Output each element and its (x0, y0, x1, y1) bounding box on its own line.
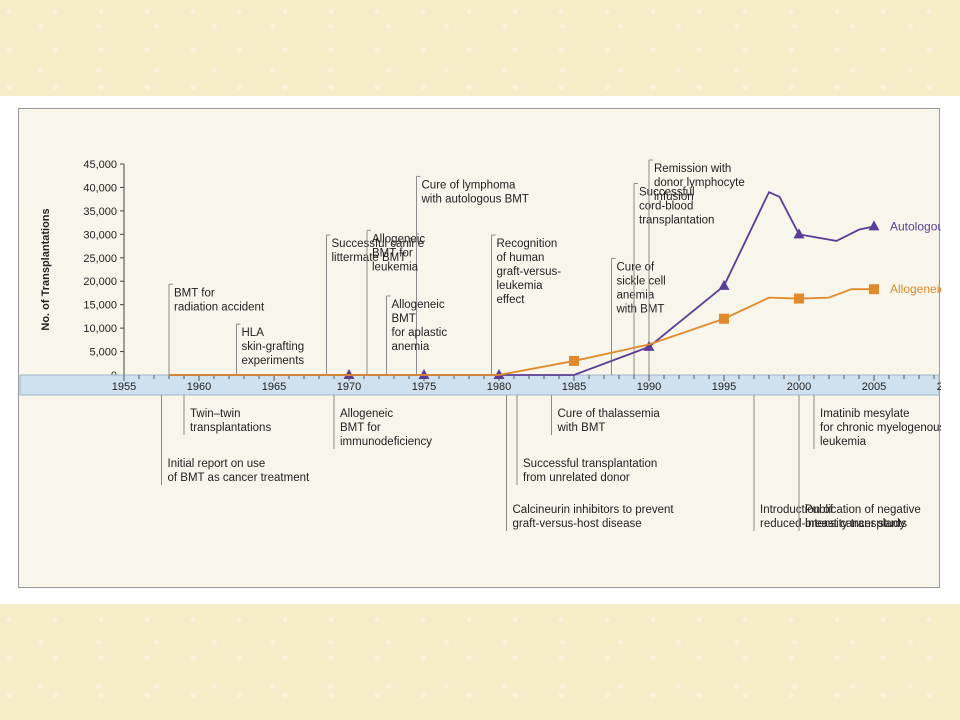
x-tick-label: 1965 (262, 381, 286, 393)
y-tick-label: 25,000 (83, 253, 117, 265)
annotation-below-text: of BMT as cancer treatment (168, 472, 310, 484)
annotation-above-text: BMT (392, 313, 416, 325)
data-point-autologous (868, 220, 880, 231)
annotation-below-text: BMT for (340, 422, 381, 434)
y-tick-label: 10,000 (83, 323, 117, 335)
figure-panel: 05,00010,00015,00020,00025,00030,00035,0… (18, 108, 941, 588)
data-point-autologous (343, 369, 355, 379)
data-point-allogeneic (719, 313, 729, 324)
transplantation-timeline-chart: 05,00010,00015,00020,00025,00030,00035,0… (19, 159, 941, 531)
annotation-below-text: Twin–twin (190, 408, 241, 420)
annotation-above-text: for aplastic (392, 327, 448, 339)
y-tick-label: 40,000 (83, 182, 117, 194)
annotation-above-text: Allogeneic (372, 233, 425, 245)
data-point-allogeneic (569, 355, 579, 366)
x-tick-label: 1990 (637, 381, 661, 393)
x-tick-label: 1975 (412, 381, 436, 393)
x-tick-label: 1960 (187, 381, 211, 393)
annotation-above-text: Successful canine (332, 238, 425, 250)
data-point-allogeneic (794, 293, 804, 304)
annotation-below-text: breast cancer study (805, 518, 906, 530)
series-line-allogeneic (169, 288, 874, 376)
x-tick-label: 1995 (712, 381, 736, 393)
y-tick-label: 5,000 (89, 347, 117, 359)
annotation-above-text: with autologous BMT (421, 193, 529, 205)
annotation-above-text: skin-grafting (242, 341, 305, 353)
x-tick-label: 1970 (337, 381, 361, 393)
y-tick-label: 35,000 (83, 206, 117, 218)
data-point-allogeneic (869, 284, 879, 295)
annotation-below-text: Allogeneic (340, 408, 393, 420)
data-point-autologous (418, 369, 430, 379)
annotation-above-text: Cure of lymphoma (422, 179, 517, 191)
annotation-above-text: leukemia (497, 280, 544, 292)
annotation-above-text: radiation accident (174, 301, 265, 313)
annotation-above-text: donor lymphocyte (654, 177, 745, 189)
x-tick-label: 1980 (487, 381, 511, 393)
annotation-below-text: Imatinib mesylate (820, 408, 909, 420)
y-tick-label: 45,000 (83, 159, 117, 171)
annotation-below-text: Calcineurin inhibitors to prevent (513, 504, 675, 516)
series-label-allogeneic: Allogeneic (890, 282, 941, 296)
x-tick-label: 1985 (562, 381, 586, 393)
y-tick-label: 30,000 (83, 229, 117, 241)
annotation-above-text: littermate BMT (332, 252, 407, 264)
annotation-above-text: of human (497, 252, 545, 264)
annotation-above-text: sickle cell (617, 275, 666, 287)
series-label-autologous: Autologous (890, 219, 941, 233)
x-tick-label: 2000 (787, 381, 811, 393)
annotation-above-text: transplantation (639, 214, 714, 226)
annotation-above-text: leukemia (372, 261, 419, 273)
annotation-below-text: immunodeficiency (340, 436, 432, 448)
annotation-above-text: graft-versus- (497, 266, 562, 278)
y-tick-label: 20,000 (83, 276, 117, 288)
annotation-below-text: Introduction of (760, 504, 834, 516)
annotation-above-text: infusion (654, 191, 694, 203)
annotation-above-text: anemia (392, 341, 430, 353)
annotation-below-text: for chronic myelogenous (820, 422, 941, 434)
annotation-above-text: experiments (242, 355, 305, 367)
annotation-above-text: BMT for (174, 287, 215, 299)
annotation-above-text: Cure of (617, 261, 656, 273)
data-point-autologous (643, 340, 655, 351)
annotation-below-text: with BMT (557, 422, 606, 434)
annotation-below-text: transplantations (190, 422, 271, 434)
data-point-autologous (493, 369, 505, 379)
y-tick-label: 15,000 (83, 300, 117, 312)
annotation-below-text: reduced-intensity transplants (760, 518, 907, 530)
annotation-below-text: from unrelated donor (523, 472, 630, 484)
annotation-below-text: Initial report on use (168, 458, 266, 470)
annotation-above-text: Recognition (497, 238, 558, 250)
annotation-above-text: Successful (639, 186, 695, 198)
x-tick-label: 2010 (937, 381, 941, 393)
y-axis-title: No. of Transplantations (40, 208, 52, 330)
annotation-above-text: Allogeneic (392, 299, 445, 311)
annotation-above-text: effect (497, 294, 526, 306)
data-point-autologous (793, 228, 805, 239)
annotation-above-text: anemia (617, 289, 655, 301)
annotation-below-text: Successful transplantation (523, 458, 657, 470)
x-tick-label: 2005 (862, 381, 886, 393)
annotation-above-text: with BMT (616, 303, 665, 315)
annotation-above-text: HLA (242, 327, 265, 339)
annotation-above-text: BMT for (372, 247, 413, 259)
annotation-below-text: graft-versus-host disease (513, 518, 642, 530)
annotation-below-text: Cure of thalassemia (558, 408, 661, 420)
data-point-autologous (718, 279, 730, 290)
annotation-below-text: Publication of negative (805, 504, 921, 516)
annotation-below-text: leukemia (820, 436, 867, 448)
annotation-above-text: cord-blood (639, 200, 693, 212)
annotation-above-text: Remission with (654, 163, 731, 175)
x-tick-label: 1955 (112, 381, 136, 393)
